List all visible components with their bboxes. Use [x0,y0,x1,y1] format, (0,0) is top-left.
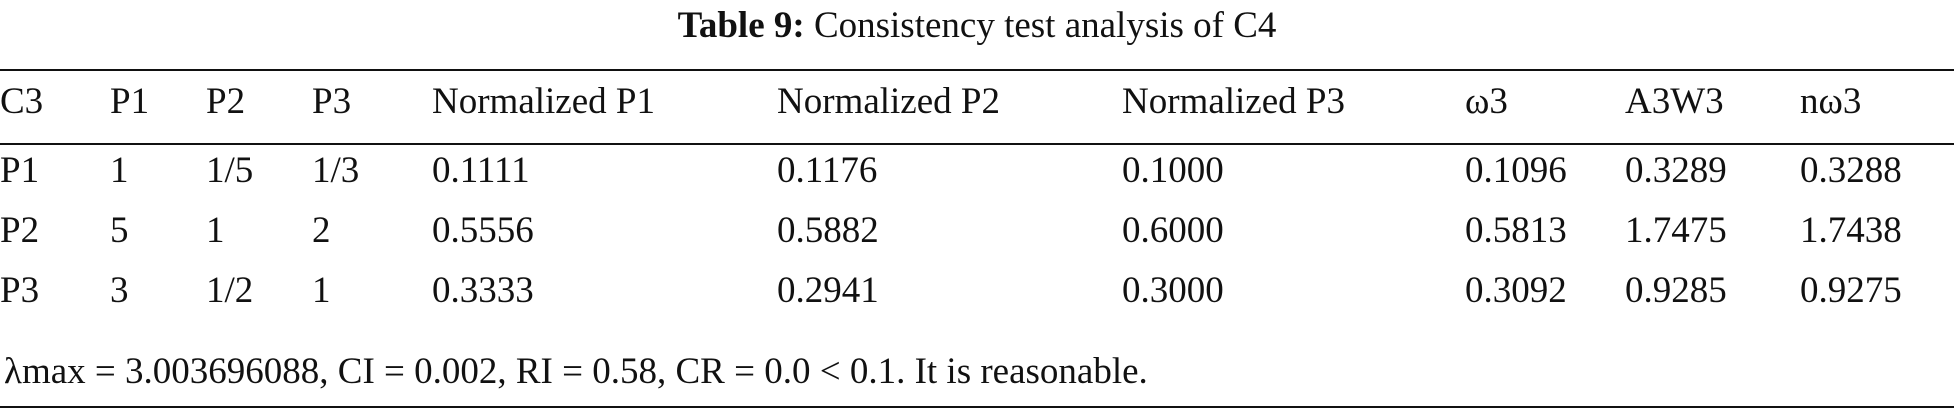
header-c3: C3 [0,81,44,122]
table-cell: 0.5813 [1465,209,1567,251]
table-cell: 5 [110,209,129,251]
table-cell: 0.5556 [432,209,534,251]
consistency-table: C3 P1 P2 P3 Normalized P1 Normalized P2 … [0,80,1954,320]
table-header-rule [0,143,1954,145]
header-p2: P2 [206,81,246,122]
table-cell: 0.1096 [1465,149,1567,191]
table-header-row: C3 P1 P2 P3 Normalized P1 Normalized P2 … [0,80,1954,140]
header-p3: P3 [312,81,352,122]
table-cell: 0.3000 [1122,269,1224,311]
header-a3w3: A3W3 [1625,81,1724,122]
table-cell: 0.3289 [1625,149,1727,191]
table-footnote: λmax = 3.003696088, CI = 0.002, RI = 0.5… [4,351,1148,392]
table-cell: 0.1176 [777,149,878,191]
table-cell: 1 [206,209,225,251]
table-cell: 0.6000 [1122,209,1224,251]
table-cell: 0.2941 [777,269,879,311]
table-cell: P2 [0,209,40,251]
table-caption-label: Table 9: [677,5,805,46]
table-cell: 0.3333 [432,269,534,311]
table-cell: 1/3 [312,149,360,191]
header-normalized-p3: Normalized P3 [1122,81,1345,122]
table-cell: 0.3288 [1800,149,1902,191]
header-normalized-p1: Normalized P1 [432,81,655,122]
table-cell: 0.1000 [1122,149,1224,191]
table-top-rule [0,69,1954,71]
header-n-omega3: nω3 [1800,81,1862,122]
table-cell: 1 [312,269,331,311]
table-cell: 3 [110,269,129,311]
table-cell: 1 [110,149,129,191]
table-cell: 0.3092 [1465,269,1567,311]
table-row: P3 3 1/2 1 0.3333 0.2941 0.3000 0.3092 0… [0,260,1954,320]
header-normalized-p2: Normalized P2 [777,81,1000,122]
table-row: P2 5 1 2 0.5556 0.5882 0.6000 0.5813 1.7… [0,200,1954,260]
header-p1: P1 [110,81,150,122]
table-cell: 1.7475 [1625,209,1727,251]
table-cell: 0.1111 [432,149,530,191]
table-cell: 0.9275 [1800,269,1902,311]
table-cell: 1/2 [206,269,254,311]
table-cell: 1/5 [206,149,254,191]
table-cell: P1 [0,149,40,191]
table-cell: P3 [0,269,40,311]
table-cell: 1.7438 [1800,209,1902,251]
table-cell: 0.5882 [777,209,879,251]
table-caption-title: Consistency test analysis of C4 [813,5,1277,46]
table-cell: 2 [312,209,331,251]
header-omega3: ω3 [1465,81,1508,122]
table-bottom-rule [0,406,1954,408]
table-cell: 0.9285 [1625,269,1727,311]
table-caption: Table 9: Consistency test analysis of C4 [0,4,1954,48]
table-row: P1 1 1/5 1/3 0.1111 0.1176 0.1000 0.1096… [0,140,1954,200]
